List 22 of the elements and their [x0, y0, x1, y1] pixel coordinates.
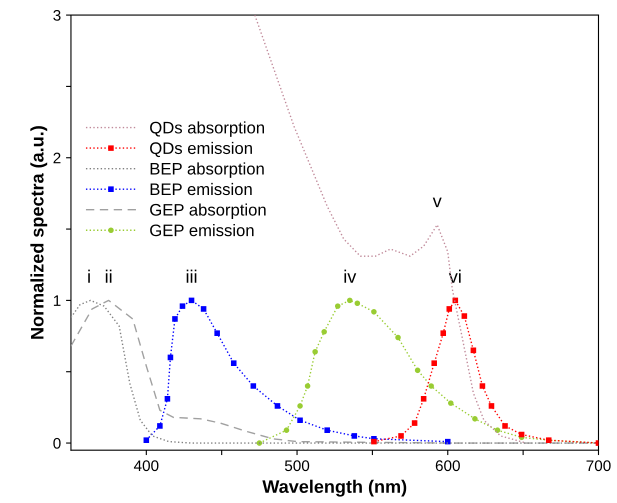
legend-label: QDs emission: [150, 142, 252, 158]
legend-label: BEP emission: [150, 182, 252, 196]
x-tick-label: 400: [134, 460, 158, 472]
legend-label: GEP absorption: [150, 203, 266, 219]
y-tick-label: 1: [54, 295, 60, 306]
annotation: vi: [448, 270, 461, 283]
legend-label: GEP emission: [150, 224, 254, 236]
y-axis-title: Normalized spectra (a.u.): [30, 126, 48, 339]
y-tick-label: 0: [53, 438, 61, 449]
x-tick-label: 500: [284, 460, 310, 472]
legend-label: QDs absorption: [150, 121, 264, 137]
x-axis-title: Wavelength (nm): [262, 480, 406, 497]
annotation: iii: [186, 270, 196, 283]
legend-label: BEP absorption: [150, 162, 264, 178]
annotation: v: [432, 198, 442, 208]
annotation: iv: [344, 270, 356, 283]
y-tick-label: 2: [54, 152, 60, 164]
x-tick-label: 600: [436, 460, 460, 472]
annotation: ii: [106, 270, 112, 283]
annotation: i: [88, 270, 90, 283]
y-tick-label: 3: [53, 10, 61, 21]
x-tick-label: 700: [586, 460, 611, 472]
